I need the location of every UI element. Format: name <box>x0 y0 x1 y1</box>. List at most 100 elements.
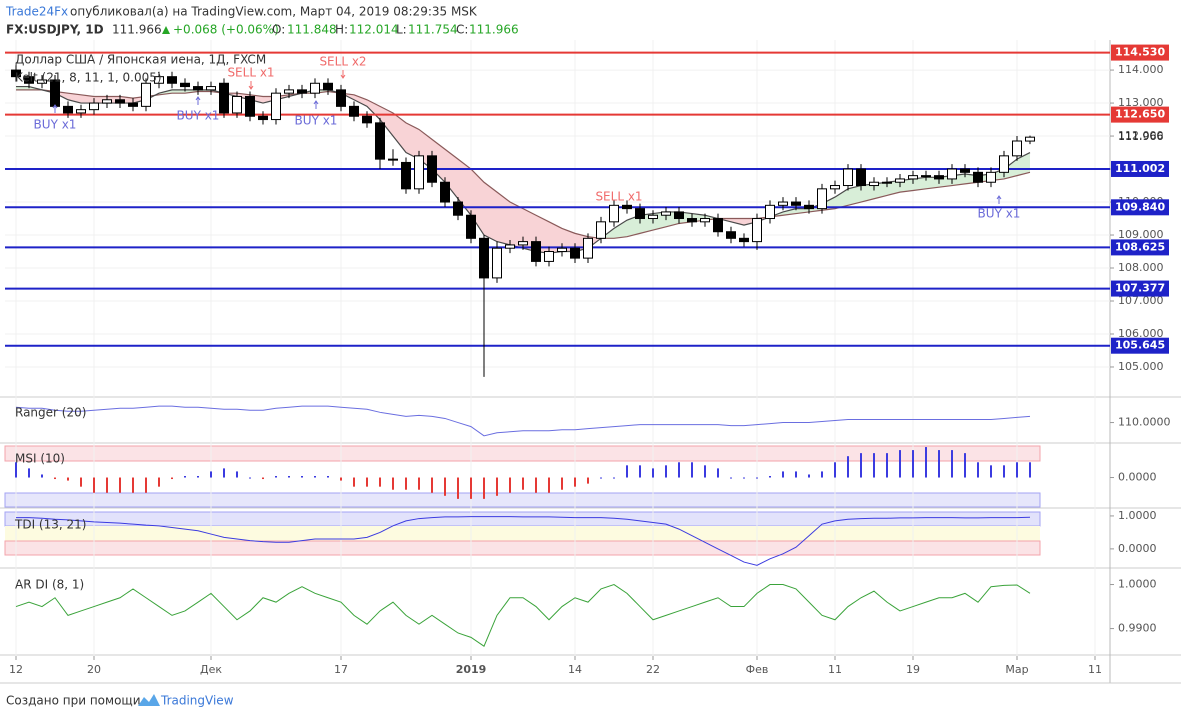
bar <box>392 477 394 490</box>
symbol: FX:USDJPY, 1D <box>6 23 104 37</box>
channel-fill <box>861 183 874 203</box>
y-tick-label: 107.000 <box>1118 294 1164 307</box>
bar <box>106 477 108 493</box>
annotation: BUY x1 <box>978 207 1021 221</box>
candle-body <box>726 231 736 239</box>
footer-brand: TradingView <box>160 694 234 708</box>
bar <box>184 476 186 478</box>
candle-body <box>687 218 697 223</box>
y-tick-label: 114.000 <box>1118 63 1164 76</box>
msi-lower-band <box>4 492 1041 508</box>
bar <box>288 476 290 478</box>
y-tick-label: 108.000 <box>1118 261 1164 274</box>
candle-body <box>934 175 944 180</box>
bar <box>977 462 979 478</box>
annotation: SELL x1 <box>595 190 642 204</box>
line <box>15 583 1031 647</box>
bar <box>834 462 836 478</box>
x-tick-label: Мар <box>1005 663 1028 676</box>
annotation-arrow <box>52 104 58 113</box>
annotation-arrow <box>248 81 254 90</box>
candle-body <box>765 204 775 220</box>
candle-body <box>583 237 593 259</box>
candle-body <box>154 76 164 84</box>
y-tick-label: 0.0000 <box>1118 542 1157 555</box>
candle-body <box>466 214 476 239</box>
level-label: 109.840 <box>1115 200 1165 213</box>
level-label: 114.530 <box>1115 46 1165 59</box>
bar <box>28 468 30 478</box>
bar <box>1016 462 1018 478</box>
candle-body <box>973 171 983 183</box>
candle-body <box>414 155 424 190</box>
candle-body <box>219 82 229 114</box>
bar <box>847 456 849 478</box>
bar <box>769 476 771 478</box>
bar <box>626 465 628 478</box>
level-label: 112.650 <box>1115 108 1165 121</box>
channel-fill <box>874 182 887 199</box>
x-tick-label: Фев <box>746 663 769 676</box>
y-tick-label: 0.9900 <box>1118 622 1157 635</box>
channel-fill <box>354 94 367 107</box>
candle-body <box>232 95 242 114</box>
bar <box>145 477 147 493</box>
candle-body <box>388 158 398 161</box>
bar <box>54 477 56 480</box>
bar <box>990 465 992 478</box>
bar <box>1029 462 1031 478</box>
candle-body <box>921 175 931 178</box>
candle-body <box>739 237 749 243</box>
candle-body <box>323 82 333 91</box>
candle-body <box>11 69 21 78</box>
candle-body <box>63 105 73 114</box>
candle-body <box>674 211 684 220</box>
bar <box>223 468 225 478</box>
x-tick-label: Дек <box>200 663 222 676</box>
bar <box>652 468 654 478</box>
ohlc-value: 112.014 <box>349 23 399 37</box>
channel-fill <box>497 192 510 245</box>
candle-body <box>193 86 203 91</box>
bar <box>132 477 134 493</box>
candle-body <box>882 181 892 184</box>
channel-fill <box>510 202 523 249</box>
channel-fill <box>68 93 81 104</box>
msi-upper-band <box>4 445 1041 462</box>
candle-body <box>310 82 320 94</box>
bar <box>314 476 316 478</box>
candle-body <box>128 102 138 107</box>
x-tick-label: 22 <box>646 663 660 676</box>
bar <box>405 477 407 490</box>
y-tick-label: 113.000 <box>1118 96 1164 109</box>
bar <box>275 476 277 478</box>
candle-body <box>544 251 554 262</box>
bar <box>431 477 433 493</box>
ohlc-label: L: <box>396 23 407 37</box>
bar <box>15 462 17 478</box>
bar <box>587 477 589 484</box>
candle-body <box>427 155 437 183</box>
annotation: SELL x1 <box>227 66 274 80</box>
candle-body <box>37 79 47 84</box>
tdi-mid-band <box>5 526 1040 541</box>
bar <box>340 477 342 481</box>
bar <box>249 477 251 479</box>
candle-body <box>713 218 723 233</box>
bar <box>80 477 82 487</box>
bar <box>561 477 563 490</box>
annotation: SELL x2 <box>319 55 366 69</box>
bar <box>93 477 95 493</box>
bar <box>496 477 498 496</box>
annotation: BUY x1 <box>34 118 77 132</box>
bar <box>600 477 602 479</box>
candle-body <box>141 82 151 107</box>
y-tick-label: 1.0000 <box>1118 578 1157 591</box>
author: Trade24Fx <box>5 5 68 19</box>
channel-fill <box>614 220 627 239</box>
tdi-lower-band <box>4 540 1041 556</box>
bar <box>418 477 420 490</box>
bar <box>210 471 212 478</box>
candle-body <box>76 109 86 114</box>
